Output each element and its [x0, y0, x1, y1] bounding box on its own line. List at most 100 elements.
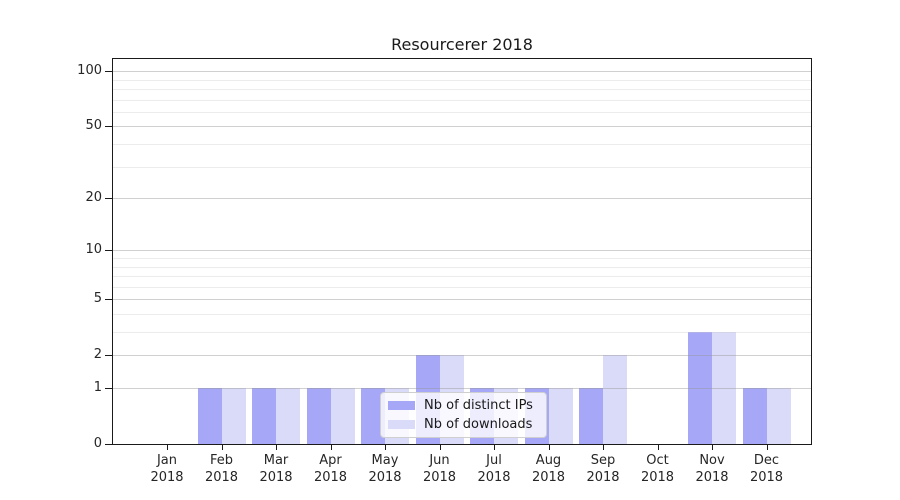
x-tick-year: 2018	[749, 470, 784, 485]
x-tick-month: Nov	[699, 453, 725, 468]
x-tick-month: Aug	[535, 453, 562, 468]
x-tick-year: 2018	[204, 470, 239, 485]
minor-gridline	[113, 276, 811, 278]
x-tick-label: Dec 2018	[737, 452, 797, 486]
x-tick-month: Oct	[646, 453, 669, 468]
x-tick-label: Aug 2018	[519, 452, 579, 486]
x-tick-label: Jun 2018	[410, 452, 470, 486]
bar-downloads	[712, 332, 736, 444]
y-tick-label: 5	[93, 291, 102, 307]
x-tick-label: Jul 2018	[464, 452, 524, 486]
bar-distinct-ips	[252, 388, 276, 444]
x-tick-mark	[603, 445, 604, 450]
legend-label-distinct-ips: Nb of distinct IPs	[424, 398, 533, 413]
major-gridline	[113, 250, 811, 252]
x-tick-mark	[712, 445, 713, 450]
x-tick-month: Sep	[590, 453, 616, 468]
x-tick-label: Feb 2018	[192, 452, 252, 486]
x-tick-mark	[167, 445, 168, 450]
legend-swatch-distinct-ips	[388, 401, 415, 410]
y-tick-mark	[105, 388, 112, 389]
x-tick-year: 2018	[477, 470, 511, 485]
minor-gridline	[113, 89, 811, 91]
x-tick-mark	[766, 445, 768, 450]
chart-title: Resourcerer 2018	[391, 35, 533, 54]
x-tick-month: Apr	[319, 453, 342, 468]
x-tick-month: Jan	[156, 453, 178, 468]
grid-layer	[113, 59, 811, 444]
minor-gridline	[113, 166, 811, 168]
bar-downloads	[276, 388, 300, 444]
major-gridline	[113, 198, 811, 200]
x-tick-label: Mar 2018	[246, 452, 306, 486]
y-tick-mark	[105, 126, 112, 128]
x-tick-mark	[385, 445, 386, 450]
y-tick-label: 10	[85, 242, 102, 258]
y-tick-mark	[105, 71, 112, 73]
legend-swatch-downloads	[388, 420, 415, 429]
x-tick-mark	[330, 445, 332, 450]
legend-row-distinct-ips: Nb of distinct IPs	[388, 398, 538, 413]
bar-distinct-ips	[579, 388, 603, 444]
y-tick-label: 100	[77, 63, 102, 79]
y-tick-label: 20	[85, 190, 102, 206]
major-gridline	[113, 388, 811, 389]
x-tick-mark	[548, 445, 550, 450]
x-tick-mark	[494, 445, 495, 450]
y-tick-label: 50	[85, 118, 102, 134]
minor-gridline	[113, 111, 811, 113]
bar-distinct-ips	[197, 388, 222, 444]
y-tick-label: 1	[93, 380, 102, 395]
minor-gridline	[113, 99, 811, 101]
minor-gridline	[113, 266, 811, 268]
bar-distinct-ips	[306, 388, 331, 444]
minor-gridline	[113, 332, 811, 334]
legend-row-downloads: Nb of downloads	[388, 417, 538, 432]
x-tick-year: 2018	[586, 470, 620, 485]
x-tick-year: 2018	[150, 470, 184, 485]
x-tick-month: Mar	[263, 453, 289, 468]
x-tick-month: May	[371, 453, 399, 468]
bar-distinct-ips	[688, 332, 712, 444]
y-tick-mark	[105, 444, 112, 445]
x-tick-label: May 2018	[355, 452, 415, 486]
minor-gridline	[113, 79, 811, 81]
y-tick-mark	[105, 250, 112, 252]
bar-downloads	[221, 388, 246, 444]
x-tick-mark	[439, 445, 441, 450]
y-tick-label: 2	[93, 347, 102, 363]
x-tick-label: Oct 2018	[628, 452, 688, 486]
x-tick-label: Sep 2018	[573, 452, 633, 486]
bar-downloads	[603, 355, 627, 444]
bar-downloads	[330, 388, 355, 444]
major-gridline	[113, 71, 811, 73]
y-tick-mark	[105, 198, 112, 200]
y-tick-mark	[105, 355, 112, 357]
bar-downloads	[766, 388, 791, 444]
x-tick-month: Feb	[209, 453, 234, 468]
x-tick-year: 2018	[531, 470, 566, 485]
bar-downloads	[548, 388, 573, 444]
bar-distinct-ips	[742, 388, 767, 444]
minor-gridline	[113, 313, 811, 315]
x-tick-year: 2018	[313, 470, 348, 485]
x-tick-month: Jun	[429, 453, 450, 468]
x-tick-month: Dec	[753, 453, 780, 468]
x-tick-year: 2018	[640, 470, 675, 485]
x-tick-mark	[276, 445, 277, 450]
x-tick-year: 2018	[695, 470, 729, 485]
major-gridline	[113, 355, 811, 357]
plot-area	[112, 58, 812, 445]
major-gridline	[113, 299, 811, 301]
y-tick-mark	[105, 299, 112, 301]
x-tick-month: Jul	[486, 453, 502, 468]
x-tick-label: Nov 2018	[682, 452, 742, 486]
x-tick-mark	[221, 445, 223, 450]
legend: Nb of distinct IPs Nb of downloads	[380, 392, 547, 438]
y-tick-label: 0	[93, 436, 102, 451]
x-tick-year: 2018	[422, 470, 457, 485]
x-tick-year: 2018	[368, 470, 402, 485]
minor-gridline	[113, 286, 811, 288]
x-tick-year: 2018	[259, 470, 293, 485]
